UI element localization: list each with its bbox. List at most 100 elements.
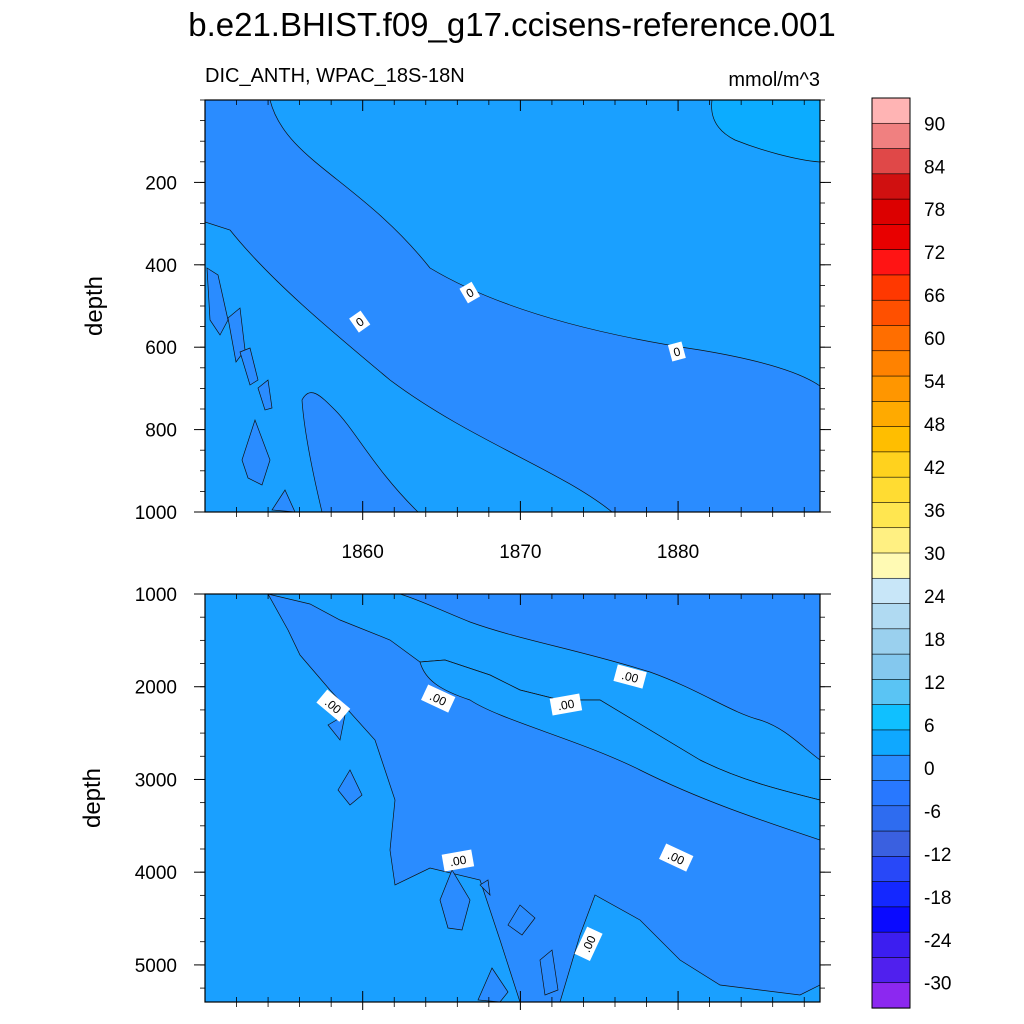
bottom-y-tick-label: 1000	[135, 585, 177, 606]
bottom-contour-labels: .00 .00 .00 .00 .00 .00 .00	[316, 664, 694, 961]
top-blob-1	[206, 267, 229, 336]
contour-label-text: .00	[449, 853, 468, 870]
top-y-tick-label: 200	[145, 173, 177, 194]
contour-label-text: .00	[557, 697, 576, 714]
top-contour-labels: 0 0 0	[349, 281, 686, 362]
bottom-axes: 1000 2000 3000 4000 5000	[135, 585, 831, 1010]
bottom-contour-label: .00	[441, 849, 475, 872]
colorbar-label: 78	[924, 200, 945, 221]
colorbar-swatch	[871, 957, 911, 984]
colorbar-swatch	[871, 122, 911, 150]
colorbar-label: 42	[924, 458, 945, 479]
bottom-contour-label: .00	[421, 684, 456, 713]
bottom-y-tick-label: 2000	[135, 678, 177, 699]
colorbar-swatch	[871, 527, 911, 554]
top-blob-3	[239, 347, 259, 386]
bottom-blob-6	[539, 949, 559, 996]
top-axes: 1860 1870 1880 200 400 600 800 1000	[135, 99, 831, 563]
colorbar-label: -12	[924, 845, 951, 866]
contour-label-box	[459, 281, 481, 304]
colorbar-swatch	[871, 224, 911, 251]
top-blob-4	[257, 379, 273, 411]
colorbar-swatch	[871, 173, 911, 200]
top-y-tick-label: 800	[145, 421, 177, 442]
colorbar-swatch	[871, 704, 911, 731]
colorbar-label: 72	[924, 243, 945, 264]
top-contour-label: 0	[349, 310, 371, 333]
colorbar-swatch	[871, 754, 911, 782]
colorbar-label: 60	[924, 329, 945, 350]
bottom-y-tick-label: 5000	[135, 956, 177, 977]
top-blob-5	[241, 418, 271, 486]
colorbar-frame	[871, 97, 911, 1009]
top-fill-band	[205, 100, 820, 512]
colorbar-label: 6	[924, 716, 935, 737]
colorbar-swatch	[871, 502, 911, 529]
contour-label-text: .00	[427, 689, 448, 709]
contour-label-box	[549, 693, 583, 716]
colorbar-swatch	[871, 375, 911, 402]
top-x-tick-label: 1860	[342, 542, 384, 563]
colorbar-swatch	[871, 426, 911, 453]
colorbar-swatch	[871, 148, 911, 175]
colorbar-label: 36	[924, 501, 945, 522]
colorbar-label: 30	[924, 544, 945, 565]
colorbar-label: 24	[924, 587, 946, 608]
colorbar-label: 0	[924, 759, 935, 780]
colorbar-swatch	[871, 274, 911, 301]
bottom-contour-fill	[205, 594, 820, 1002]
contour-label-box	[421, 684, 456, 713]
contour-label-text: 0	[672, 344, 682, 359]
colorbar-swatch	[871, 476, 911, 504]
top-fill-corner	[711, 100, 820, 163]
colorbar-swatch	[871, 299, 911, 327]
top-y-tick-label: 400	[145, 256, 177, 277]
figure-title: b.e21.BHIST.f09_g17.ccisens-reference.00…	[188, 6, 836, 43]
top-panel: 0 0 0 1860 1870 1880 200 400 600 800 1000 depth	[81, 99, 831, 563]
colorbar-swatch	[871, 552, 911, 579]
top-x-tick-label: 1880	[657, 542, 699, 563]
bottom-fill-upper	[399, 594, 820, 761]
bottom-y-tick-label: 4000	[135, 863, 177, 884]
colorbar-label: 48	[924, 415, 945, 436]
colorbar-swatch	[871, 451, 911, 478]
top-contour-label: 0	[459, 281, 481, 304]
units-label: mmol/m^3	[728, 69, 820, 91]
colorbar-label: -30	[924, 974, 951, 995]
colorbar-swatch	[871, 830, 911, 857]
left-string: DIC_ANTH, WPAC_18S-18N	[205, 65, 465, 87]
colorbar-swatch	[871, 97, 911, 124]
colorbar-swatch	[871, 249, 911, 276]
colorbar-swatch	[871, 350, 911, 377]
bottom-blob-4	[507, 904, 536, 936]
contour-label-box	[349, 310, 371, 333]
colorbar-label: 18	[924, 630, 945, 651]
colorbar-swatch	[871, 931, 911, 959]
contour-label-box	[613, 664, 647, 689]
colorbar-swatch	[871, 653, 911, 680]
bottom-blob-1	[439, 869, 471, 931]
colorbar-swatch	[871, 780, 911, 807]
top-blob-6	[271, 489, 296, 512]
colorbar-label: -18	[924, 888, 951, 909]
bottom-y-axis-label: depth	[79, 768, 106, 828]
bottom-contour-label: .00	[316, 689, 351, 722]
colorbar-swatch	[871, 628, 911, 655]
colorbar-swatch	[871, 805, 911, 832]
colorbar-label: 84	[924, 157, 946, 178]
top-y-axis-label: depth	[81, 276, 108, 336]
colorbar-swatch	[871, 401, 911, 428]
contour-label-box	[574, 926, 603, 961]
contour-label-box	[316, 689, 351, 722]
colorbar-label: 12	[924, 673, 945, 694]
bottom-blob-5	[477, 967, 509, 1002]
top-fill-lower	[301, 392, 419, 512]
contour-label-box	[659, 843, 694, 872]
colorbar-label: -24	[924, 931, 952, 952]
colorbar-swatch	[871, 982, 911, 1009]
contour-label-box	[441, 849, 475, 872]
colorbar-label: 90	[924, 114, 945, 135]
bottom-fill-lower	[559, 894, 820, 1002]
bottom-contour-label: .00	[659, 843, 694, 872]
